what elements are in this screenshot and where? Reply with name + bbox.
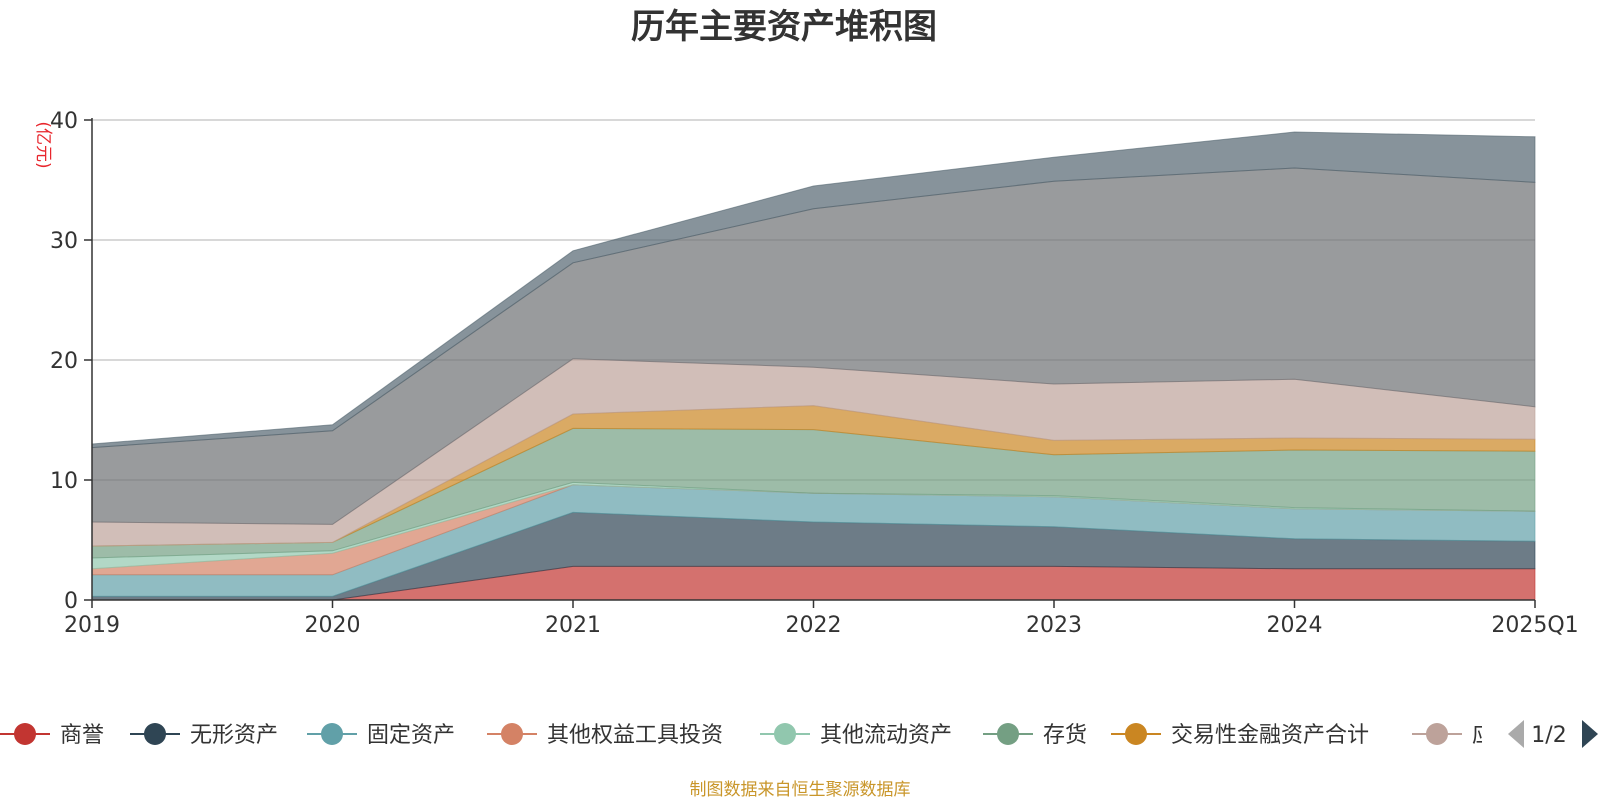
pager-next-icon[interactable] <box>1582 720 1598 748</box>
legend-marker <box>14 723 36 745</box>
legend-marker <box>997 723 1019 745</box>
legend-item[interactable]: 其他权益工具投资 <box>487 723 723 748</box>
x-tick-label: 2024 <box>1267 613 1323 638</box>
data-source-note: 制图数据来自恒生聚源数据库 <box>690 780 911 800</box>
legend-label: 存货 <box>1043 723 1087 748</box>
pager-prev-icon[interactable] <box>1508 720 1524 748</box>
legend-marker <box>1426 723 1448 745</box>
legend-label: 无形资产 <box>190 723 278 748</box>
x-tick-label: 2020 <box>305 613 361 638</box>
legend-marker <box>774 723 796 745</box>
legend-marker <box>321 723 343 745</box>
legend-label: 应收账款 <box>1472 723 1560 748</box>
legend-item[interactable]: 存货 <box>983 723 1087 748</box>
legend-item[interactable]: 应收账款 <box>1412 723 1560 748</box>
legend-item[interactable]: 固定资产 <box>307 723 455 748</box>
legend-marker <box>1125 723 1147 745</box>
legend-pager[interactable]: 1/2 <box>1508 720 1598 748</box>
chart-title: 历年主要资产堆积图 <box>631 7 937 47</box>
y-axis-unit: (亿元) <box>33 121 53 168</box>
x-tick-label: 2022 <box>786 613 842 638</box>
legend[interactable]: 商誉 无形资产 固定资产 其他权益工具投资 其他流动资产 存货 交易性金融资产合计 应收账款 <box>0 723 1560 748</box>
legend-label: 固定资产 <box>367 723 455 748</box>
legend-marker <box>501 723 523 745</box>
x-tick-label: 2025Q1 <box>1491 613 1578 638</box>
x-tick-label: 2019 <box>64 613 120 638</box>
legend-label: 其他流动资产 <box>820 723 952 748</box>
y-tick-label: 0 <box>64 589 78 614</box>
legend-label: 商誉 <box>60 723 104 748</box>
y-tick-label: 10 <box>50 469 78 494</box>
legend-marker <box>144 723 166 745</box>
legend-item[interactable]: 商誉 <box>0 723 104 748</box>
legend-item[interactable]: 其他流动资产 <box>760 723 952 748</box>
y-tick-label: 30 <box>50 229 78 254</box>
legend-item[interactable]: 无形资产 <box>130 723 278 748</box>
x-tick-label: 2023 <box>1026 613 1082 638</box>
axes: 0 10 20 30 40 2019 2020 2021 2022 2023 2024 2025Q1 <box>50 109 1579 638</box>
area-series-10 <box>91 131 1536 449</box>
y-tick-label: 40 <box>50 109 78 134</box>
legend-label: 其他权益工具投资 <box>547 723 723 748</box>
legend-item[interactable]: 交易性金融资产合计 <box>1111 723 1369 748</box>
legend-label: 交易性金融资产合计 <box>1171 723 1369 748</box>
area-series <box>91 131 1536 601</box>
legend-page-indicator: 1/2 <box>1531 723 1566 748</box>
x-tick-label: 2021 <box>545 613 601 638</box>
y-tick-label: 20 <box>50 349 78 374</box>
